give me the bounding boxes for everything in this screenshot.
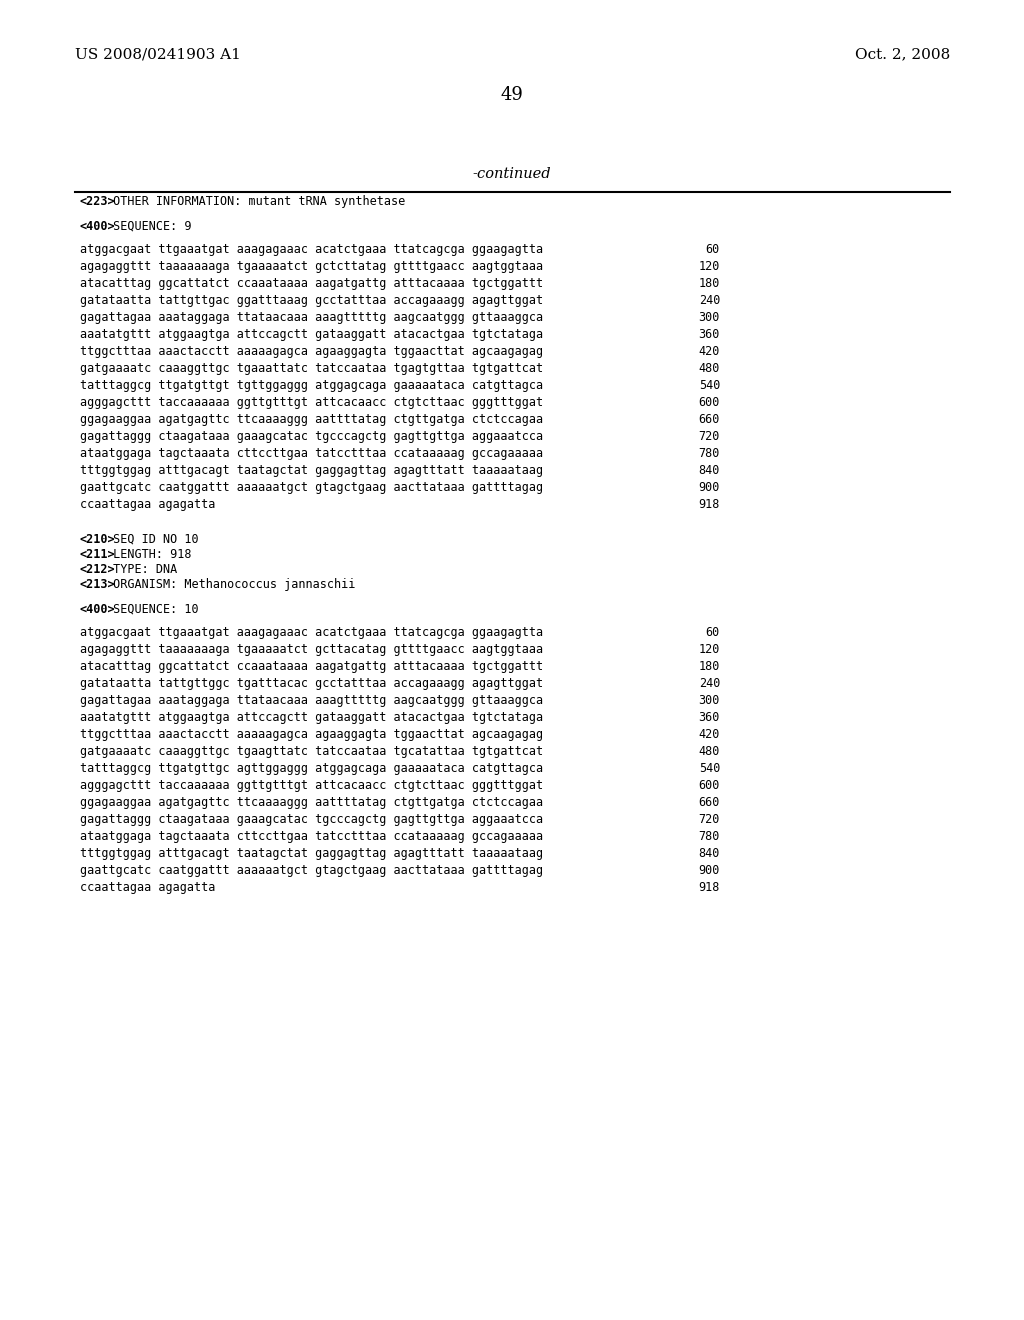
Text: gagattaggg ctaagataaa gaaagcatac tgcccagctg gagttgttga aggaaatcca: gagattaggg ctaagataaa gaaagcatac tgcccag… bbox=[80, 430, 543, 444]
Text: 540: 540 bbox=[698, 379, 720, 392]
Text: 300: 300 bbox=[698, 312, 720, 323]
Text: 780: 780 bbox=[698, 447, 720, 459]
Text: 600: 600 bbox=[698, 779, 720, 792]
Text: 420: 420 bbox=[698, 729, 720, 741]
Text: <212>: <212> bbox=[80, 564, 116, 576]
Text: tttggtggag atttgacagt taatagctat gaggagttag agagtttatt taaaaataag: tttggtggag atttgacagt taatagctat gaggagt… bbox=[80, 847, 543, 861]
Text: 180: 180 bbox=[698, 660, 720, 673]
Text: tatttaggcg ttgatgttgc agttggaggg atggagcaga gaaaaataca catgttagca: tatttaggcg ttgatgttgc agttggaggg atggagc… bbox=[80, 762, 543, 775]
Text: atggacgaat ttgaaatgat aaagagaaac acatctgaaa ttatcagcga ggaagagtta: atggacgaat ttgaaatgat aaagagaaac acatctg… bbox=[80, 243, 543, 256]
Text: gatataatta tattgttgac ggatttaaag gcctatttaa accagaaagg agagttggat: gatataatta tattgttgac ggatttaaag gcctatt… bbox=[80, 294, 543, 308]
Text: agggagcttt taccaaaaaa ggttgtttgt attcacaacc ctgtcttaac gggtttggat: agggagcttt taccaaaaaa ggttgtttgt attcaca… bbox=[80, 779, 543, 792]
Text: 360: 360 bbox=[698, 711, 720, 723]
Text: 240: 240 bbox=[698, 294, 720, 308]
Text: 918: 918 bbox=[698, 880, 720, 894]
Text: gaattgcatc caatggattt aaaaaatgct gtagctgaag aacttataaa gattttagag: gaattgcatc caatggattt aaaaaatgct gtagctg… bbox=[80, 865, 543, 876]
Text: 49: 49 bbox=[501, 86, 523, 104]
Text: 480: 480 bbox=[698, 744, 720, 758]
Text: <213>: <213> bbox=[80, 578, 116, 591]
Text: 840: 840 bbox=[698, 465, 720, 477]
Text: 180: 180 bbox=[698, 277, 720, 290]
Text: SEQUENCE: 10: SEQUENCE: 10 bbox=[105, 603, 198, 616]
Text: 780: 780 bbox=[698, 830, 720, 843]
Text: gagattagaa aaataggaga ttataacaaa aaagtttttg aagcaatggg gttaaaggca: gagattagaa aaataggaga ttataacaaa aaagttt… bbox=[80, 694, 543, 708]
Text: 900: 900 bbox=[698, 480, 720, 494]
Text: aaatatgttt atggaagtga attccagctt gataaggatt atacactgaa tgtctataga: aaatatgttt atggaagtga attccagctt gataagg… bbox=[80, 327, 543, 341]
Text: ttggctttaa aaactacctt aaaaagagca agaaggagta tggaacttat agcaagagag: ttggctttaa aaactacctt aaaaagagca agaagga… bbox=[80, 345, 543, 358]
Text: gatgaaaatc caaaggttgc tgaaattatc tatccaataa tgagtgttaa tgtgattcat: gatgaaaatc caaaggttgc tgaaattatc tatccaa… bbox=[80, 362, 543, 375]
Text: TYPE: DNA: TYPE: DNA bbox=[105, 564, 177, 576]
Text: gagattaggg ctaagataaa gaaagcatac tgcccagctg gagttgttga aggaaatcca: gagattaggg ctaagataaa gaaagcatac tgcccag… bbox=[80, 813, 543, 826]
Text: 120: 120 bbox=[698, 643, 720, 656]
Text: agagaggttt taaaaaaaga tgaaaaatct gctcttatag gttttgaacc aagtggtaaa: agagaggttt taaaaaaaga tgaaaaatct gctctta… bbox=[80, 260, 543, 273]
Text: <400>: <400> bbox=[80, 603, 116, 616]
Text: ggagaaggaa agatgagttc ttcaaaaggg aattttatag ctgttgatga ctctccagaa: ggagaaggaa agatgagttc ttcaaaaggg aatttta… bbox=[80, 413, 543, 426]
Text: agggagcttt taccaaaaaa ggttgtttgt attcacaacc ctgtcttaac gggtttggat: agggagcttt taccaaaaaa ggttgtttgt attcaca… bbox=[80, 396, 543, 409]
Text: <223>: <223> bbox=[80, 195, 116, 209]
Text: SEQ ID NO 10: SEQ ID NO 10 bbox=[105, 533, 198, 546]
Text: agagaggttt taaaaaaaga tgaaaaatct gcttacatag gttttgaacc aagtggtaaa: agagaggttt taaaaaaaga tgaaaaatct gcttaca… bbox=[80, 643, 543, 656]
Text: aaatatgttt atggaagtga attccagctt gataaggatt atacactgaa tgtctataga: aaatatgttt atggaagtga attccagctt gataagg… bbox=[80, 711, 543, 723]
Text: SEQUENCE: 9: SEQUENCE: 9 bbox=[105, 220, 191, 234]
Text: 840: 840 bbox=[698, 847, 720, 861]
Text: ttggctttaa aaactacctt aaaaagagca agaaggagta tggaacttat agcaagagag: ttggctttaa aaactacctt aaaaagagca agaagga… bbox=[80, 729, 543, 741]
Text: -continued: -continued bbox=[473, 168, 551, 181]
Text: <400>: <400> bbox=[80, 220, 116, 234]
Text: 660: 660 bbox=[698, 413, 720, 426]
Text: OTHER INFORMATION: mutant tRNA synthetase: OTHER INFORMATION: mutant tRNA synthetas… bbox=[105, 195, 404, 209]
Text: 720: 720 bbox=[698, 430, 720, 444]
Text: <211>: <211> bbox=[80, 548, 116, 561]
Text: tatttaggcg ttgatgttgt tgttggaggg atggagcaga gaaaaataca catgttagca: tatttaggcg ttgatgttgt tgttggaggg atggagc… bbox=[80, 379, 543, 392]
Text: 918: 918 bbox=[698, 498, 720, 511]
Text: 540: 540 bbox=[698, 762, 720, 775]
Text: 300: 300 bbox=[698, 694, 720, 708]
Text: 420: 420 bbox=[698, 345, 720, 358]
Text: tttggtggag atttgacagt taatagctat gaggagttag agagtttatt taaaaataag: tttggtggag atttgacagt taatagctat gaggagt… bbox=[80, 465, 543, 477]
Text: gagattagaa aaataggaga ttataacaaa aaagtttttg aagcaatggg gttaaaggca: gagattagaa aaataggaga ttataacaaa aaagttt… bbox=[80, 312, 543, 323]
Text: ataatggaga tagctaaata cttccttgaa tatcctttaa ccataaaaag gccagaaaaa: ataatggaga tagctaaata cttccttgaa tatcctt… bbox=[80, 830, 543, 843]
Text: 720: 720 bbox=[698, 813, 720, 826]
Text: ccaattagaa agagatta: ccaattagaa agagatta bbox=[80, 880, 215, 894]
Text: 600: 600 bbox=[698, 396, 720, 409]
Text: 480: 480 bbox=[698, 362, 720, 375]
Text: Oct. 2, 2008: Oct. 2, 2008 bbox=[855, 48, 950, 61]
Text: gaattgcatc caatggattt aaaaaatgct gtagctgaag aacttataaa gattttagag: gaattgcatc caatggattt aaaaaatgct gtagctg… bbox=[80, 480, 543, 494]
Text: ORGANISM: Methanococcus jannaschii: ORGANISM: Methanococcus jannaschii bbox=[105, 578, 355, 591]
Text: ataatggaga tagctaaata cttccttgaa tatcctttaa ccataaaaag gccagaaaaa: ataatggaga tagctaaata cttccttgaa tatcctt… bbox=[80, 447, 543, 459]
Text: 660: 660 bbox=[698, 796, 720, 809]
Text: ggagaaggaa agatgagttc ttcaaaaggg aattttatag ctgttgatga ctctccagaa: ggagaaggaa agatgagttc ttcaaaaggg aatttta… bbox=[80, 796, 543, 809]
Text: 240: 240 bbox=[698, 677, 720, 690]
Text: atacatttag ggcattatct ccaaataaaa aagatgattg atttacaaaa tgctggattt: atacatttag ggcattatct ccaaataaaa aagatga… bbox=[80, 277, 543, 290]
Text: atggacgaat ttgaaatgat aaagagaaac acatctgaaa ttatcagcga ggaagagtta: atggacgaat ttgaaatgat aaagagaaac acatctg… bbox=[80, 626, 543, 639]
Text: gatgaaaatc caaaggttgc tgaagttatc tatccaataa tgcatattaa tgtgattcat: gatgaaaatc caaaggttgc tgaagttatc tatccaa… bbox=[80, 744, 543, 758]
Text: 120: 120 bbox=[698, 260, 720, 273]
Text: gatataatta tattgttggc tgatttacac gcctatttaa accagaaagg agagttggat: gatataatta tattgttggc tgatttacac gcctatt… bbox=[80, 677, 543, 690]
Text: US 2008/0241903 A1: US 2008/0241903 A1 bbox=[75, 48, 241, 61]
Text: 60: 60 bbox=[706, 243, 720, 256]
Text: LENGTH: 918: LENGTH: 918 bbox=[105, 548, 191, 561]
Text: <210>: <210> bbox=[80, 533, 116, 546]
Text: ccaattagaa agagatta: ccaattagaa agagatta bbox=[80, 498, 215, 511]
Text: 60: 60 bbox=[706, 626, 720, 639]
Text: atacatttag ggcattatct ccaaataaaa aagatgattg atttacaaaa tgctggattt: atacatttag ggcattatct ccaaataaaa aagatga… bbox=[80, 660, 543, 673]
Text: 360: 360 bbox=[698, 327, 720, 341]
Text: 900: 900 bbox=[698, 865, 720, 876]
